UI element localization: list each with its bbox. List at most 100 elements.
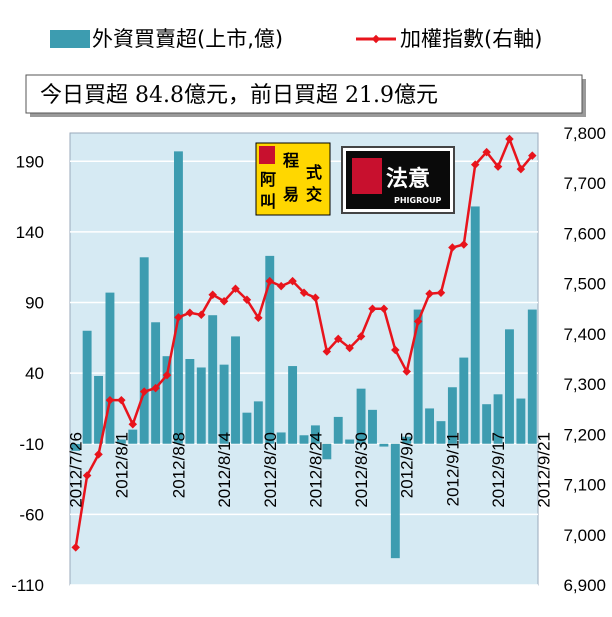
bar [94,375,103,444]
index-point [139,387,149,396]
right-tick-label: 7,700 [563,174,606,193]
bar [139,257,149,444]
bar [368,409,377,444]
x-tick-label: 2012/8/1 [112,432,131,498]
logo-phigroup: 法意 PHIGROUP [341,146,455,214]
bar [71,443,81,451]
index-point [299,288,309,297]
bar [345,439,355,444]
bar [128,429,138,444]
summary-box: 今日買超 84.8億元，前日買超 21.9億元 [25,74,586,117]
logo-chengshi-char-4: 叫 [260,192,276,211]
line-series [71,134,537,552]
index-point [391,345,400,355]
bar [390,443,400,559]
bar [310,425,320,444]
index-point [288,276,297,286]
bar [82,330,92,444]
left-axis: 190 140 90 40 -10 -60 -110 [11,152,44,595]
index-point [379,304,389,314]
index-point [322,347,332,356]
bar [231,336,240,444]
bar [333,416,343,444]
x-tick-label: 2012/9/11 [443,432,462,506]
legend-bar-label: 外資買賣超(上市,億) [92,27,283,51]
right-tick-label: 7,600 [563,224,606,243]
bar [447,387,457,444]
index-point [334,334,343,344]
x-tick-label: 2012/9/5 [398,432,417,498]
logo-chengshi-char-1: 程 [283,151,299,170]
bar [493,394,503,444]
bar [162,356,172,444]
x-tick-label: 2012/8/20 [261,432,280,508]
legend-line-marker [371,34,381,44]
bar [482,404,492,444]
left-tick-label: 90 [25,294,44,313]
left-tick-label: -60 [19,505,44,524]
legend-bar-swatch [50,30,90,48]
right-tick-label: 7,200 [563,425,606,444]
logo-chengshi: 程 式 阿 叫 易 交 [255,142,331,216]
left-tick-label: -10 [19,435,44,454]
bar [299,435,309,444]
bar [402,436,412,444]
left-tick-label: 140 [16,223,44,242]
bar [208,315,218,444]
right-tick-label: 7,100 [563,476,606,495]
bar-series [71,151,537,559]
bar [527,309,537,444]
bar [505,329,514,444]
index-point [231,284,240,293]
index-point [94,450,103,459]
logo-phigroup-main: 法意 [386,166,430,192]
right-tick-label: 7,400 [563,325,606,344]
index-point [505,134,514,144]
index-point [162,370,172,380]
bar [322,443,332,460]
bar [413,309,423,444]
logo-phigroup-mark [352,158,382,194]
index-point [219,297,229,306]
summary-text: 今日買超 84.8億元，前日買超 21.9億元 [40,83,438,108]
index-point [413,317,423,326]
bar [425,408,435,444]
bar [276,432,286,444]
index-point [117,395,126,405]
legend: 外資買賣超(上市,億) 加權指數(右軸) [50,27,542,51]
index-point [482,147,491,157]
bar [356,388,366,444]
index-point [459,240,469,249]
bar [105,292,115,444]
left-tick-label: 40 [25,364,44,383]
right-tick-label: 7,800 [563,124,606,143]
index-point [254,313,263,323]
bar [436,421,446,444]
index-point [265,276,274,286]
index-point [105,395,115,405]
index-point [185,308,195,318]
legend-line-label: 加權指數(右軸) [400,27,542,51]
index-point [82,471,92,480]
logo-phigroup-sub: PHIGROUP [394,196,442,205]
x-axis: 2012/7/26 2012/8/1 2012/8/8 2012/8/14 2012/8… [67,432,554,508]
left-tick-label: -110 [11,576,44,595]
index-point [151,383,160,393]
logo-chengshi-char-5: 易 [283,185,299,204]
index-point [345,343,354,353]
index-point [356,332,366,341]
index-point [128,420,138,429]
summary-box-frame [25,74,583,114]
right-tick-label: 7,000 [563,526,606,545]
x-tick-label: 2012/8/8 [169,432,188,498]
right-tick-label: 6,900 [563,576,606,595]
index-point [276,281,286,291]
bar [196,367,206,444]
index-point [311,293,320,302]
index-point [436,288,446,297]
bar [516,398,526,444]
logo-chengshi-mark [259,146,275,164]
bar [379,443,389,447]
bar [242,412,252,444]
